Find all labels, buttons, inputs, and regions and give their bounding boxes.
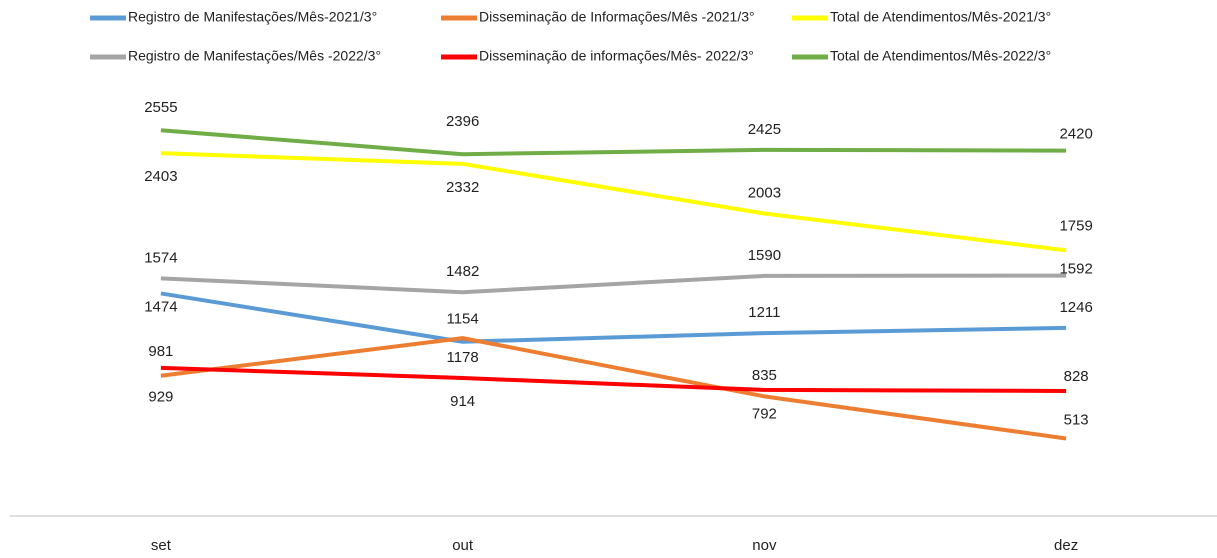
series-line xyxy=(160,128,1067,157)
data-label: 828 xyxy=(1064,368,1089,385)
data-label: 929 xyxy=(148,389,173,406)
data-label: 1482 xyxy=(446,263,479,280)
data-label: 1574 xyxy=(144,249,177,266)
legend-label: Registro de Manifestações/Mês-2021/3° xyxy=(128,9,377,25)
data-label: 981 xyxy=(148,343,173,360)
series-line xyxy=(160,151,1067,253)
legend-label: Total de Atendimentos/Mês-2022/3° xyxy=(830,48,1051,64)
legend-label: Disseminação de Informações/Mês -2021/3° xyxy=(479,9,755,25)
data-label: 2420 xyxy=(1059,126,1092,143)
x-tick-label: dez xyxy=(1054,537,1078,554)
data-label: 1592 xyxy=(1059,261,1092,278)
legend-label: Disseminação de informações/Mês- 2022/3° xyxy=(479,48,754,64)
legend-label: Total de Atendimentos/Mês-2021/3° xyxy=(830,9,1051,25)
series-line xyxy=(160,365,1067,393)
data-label: 1474 xyxy=(144,298,177,315)
data-label: 2425 xyxy=(748,121,781,138)
data-label: 1246 xyxy=(1059,299,1092,316)
data-label: 2003 xyxy=(748,185,781,202)
data-label: 835 xyxy=(752,367,777,384)
data-label: 2332 xyxy=(446,179,479,196)
series-line xyxy=(160,336,1067,441)
data-label: 1590 xyxy=(748,247,781,264)
data-label: 2396 xyxy=(446,113,479,130)
x-tick-label: out xyxy=(452,537,474,554)
data-label: 2403 xyxy=(144,168,177,185)
data-label: 1178 xyxy=(446,349,478,366)
data-label: 513 xyxy=(1064,412,1089,429)
legend-label: Registro de Manifestações/Mês -2022/3° xyxy=(128,48,381,64)
x-tick-label: nov xyxy=(752,537,777,554)
data-label: 1759 xyxy=(1059,217,1092,234)
series-line xyxy=(160,291,1067,344)
data-label: 1154 xyxy=(446,311,478,328)
x-tick-label: set xyxy=(151,537,172,554)
data-label: 914 xyxy=(450,393,475,410)
data-label: 1211 xyxy=(748,304,780,321)
data-label: 792 xyxy=(752,405,777,422)
series-line xyxy=(160,273,1067,295)
data-label: 2555 xyxy=(144,99,177,116)
